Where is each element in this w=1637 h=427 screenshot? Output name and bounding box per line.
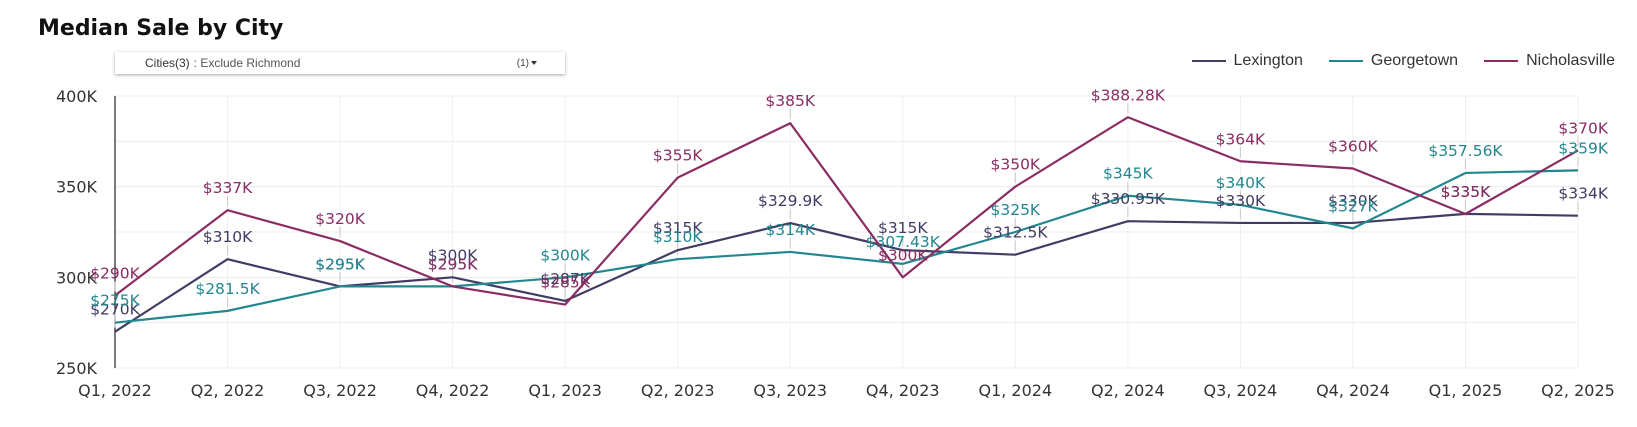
data-label: $315K bbox=[653, 219, 703, 237]
data-label: $290K bbox=[90, 264, 140, 282]
data-label: $295K bbox=[428, 255, 478, 273]
x-tick-label: Q3, 2024 bbox=[1204, 381, 1278, 400]
data-label: $307.43K bbox=[866, 233, 941, 251]
legend-item-nicholasville[interactable]: Nicholasville bbox=[1484, 52, 1615, 70]
legend-swatch-georgetown bbox=[1328, 60, 1363, 62]
data-label: $300K bbox=[540, 246, 590, 264]
data-label: $360K bbox=[1328, 138, 1378, 156]
cities-filter-dropdown[interactable]: Cities(3) : Exclude Richmond (1) bbox=[115, 52, 565, 74]
filter-name: Cities(3) bbox=[145, 56, 190, 70]
data-label: $340K bbox=[1216, 174, 1266, 192]
data-label: $364K bbox=[1216, 130, 1266, 148]
x-tick-label: Q2, 2022 bbox=[191, 381, 265, 400]
data-labels: $270K$310K$295K$300K$287K$315K$329.9K$31… bbox=[90, 86, 1609, 318]
legend-label-georgetown: Georgetown bbox=[1370, 52, 1459, 69]
x-tick-label: Q1, 2025 bbox=[1429, 381, 1503, 400]
grid-lines bbox=[114, 95, 1579, 369]
y-tick-label: 250K bbox=[56, 359, 98, 378]
x-tick-label: Q1, 2023 bbox=[528, 381, 602, 400]
data-label: $359K bbox=[1558, 139, 1608, 157]
data-label: $310K bbox=[203, 228, 253, 246]
series-line-georgetown[interactable] bbox=[114, 169, 1579, 324]
series-line-lexington[interactable] bbox=[114, 212, 1579, 333]
x-tick-label: Q1, 2022 bbox=[78, 381, 152, 400]
x-tick-label: Q4, 2023 bbox=[866, 381, 940, 400]
legend-label-nicholasville: Nicholasville bbox=[1526, 52, 1615, 69]
x-tick-label: Q3, 2022 bbox=[303, 381, 377, 400]
filter-count: (1) bbox=[516, 57, 529, 69]
data-label: $275K bbox=[90, 292, 140, 310]
data-label: $314K bbox=[765, 221, 815, 239]
x-tick-label: Q4, 2024 bbox=[1316, 381, 1390, 400]
chevron-down-icon[interactable] bbox=[531, 61, 537, 65]
data-label: $330.95K bbox=[1091, 190, 1166, 208]
data-label: $337K bbox=[203, 179, 253, 197]
x-tick-label: Q2, 2025 bbox=[1541, 381, 1615, 400]
data-label: $335K bbox=[1441, 183, 1491, 201]
y-tick-label: 400K bbox=[56, 87, 98, 106]
data-label: $287K bbox=[540, 270, 590, 288]
data-label: $327K bbox=[1328, 197, 1378, 215]
data-label: $330K bbox=[1328, 192, 1378, 210]
x-tick-label: Q2, 2024 bbox=[1091, 381, 1165, 400]
legend-swatch-lexington bbox=[1191, 60, 1226, 62]
label-leader-lines bbox=[114, 103, 1579, 328]
y-tick-label: 350K bbox=[56, 178, 98, 197]
series-lines bbox=[114, 116, 1579, 333]
data-label: $355K bbox=[653, 147, 703, 165]
data-label: $295K bbox=[428, 255, 478, 273]
axes: 250K 300K 350K 400K Q1, 2022 Q2, 2022 Q3, 2022… bbox=[56, 87, 1615, 400]
data-label: $310K bbox=[653, 228, 703, 246]
chart-legend: Lexington Georgetown Nicholasville bbox=[1191, 52, 1615, 70]
data-label: $329.9K bbox=[758, 192, 823, 210]
legend-item-lexington[interactable]: Lexington bbox=[1191, 52, 1303, 70]
data-label: $295K bbox=[315, 255, 365, 273]
data-label: $315K bbox=[878, 219, 928, 237]
data-label: $285K bbox=[540, 274, 590, 292]
filter-value: : Exclude Richmond bbox=[193, 56, 301, 70]
legend-swatch-nicholasville bbox=[1484, 60, 1519, 62]
data-label: $312.5K bbox=[983, 224, 1048, 242]
x-tick-label: Q3, 2023 bbox=[753, 381, 827, 400]
data-label: $357.56K bbox=[1428, 142, 1503, 160]
data-label: $345K bbox=[1103, 165, 1153, 183]
data-label: $385K bbox=[765, 92, 815, 110]
data-label: $320K bbox=[315, 210, 365, 228]
data-label: $350K bbox=[990, 156, 1040, 174]
data-label: $300K bbox=[878, 246, 928, 264]
data-label: $388.28K bbox=[1091, 86, 1166, 104]
data-label: $330K bbox=[1216, 192, 1266, 210]
legend-label-lexington: Lexington bbox=[1233, 52, 1303, 69]
data-label: $281.5K bbox=[195, 280, 260, 298]
y-tick-label: 300K bbox=[56, 268, 98, 287]
data-label: $325K bbox=[990, 201, 1040, 219]
data-label: $334K bbox=[1558, 185, 1608, 203]
data-label: $270K bbox=[90, 301, 140, 319]
data-label: $335K bbox=[1441, 183, 1491, 201]
data-label: $370K bbox=[1558, 119, 1608, 137]
data-label: $295K bbox=[315, 255, 365, 273]
series-line-nicholasville[interactable] bbox=[114, 116, 1579, 306]
legend-item-georgetown[interactable]: Georgetown bbox=[1328, 52, 1459, 70]
x-tick-label: Q2, 2023 bbox=[641, 381, 715, 400]
x-tick-label: Q1, 2024 bbox=[978, 381, 1052, 400]
x-tick-label: Q4, 2022 bbox=[416, 381, 490, 400]
chart-title: Median Sale by City bbox=[38, 16, 284, 41]
data-label: $300K bbox=[428, 246, 478, 264]
